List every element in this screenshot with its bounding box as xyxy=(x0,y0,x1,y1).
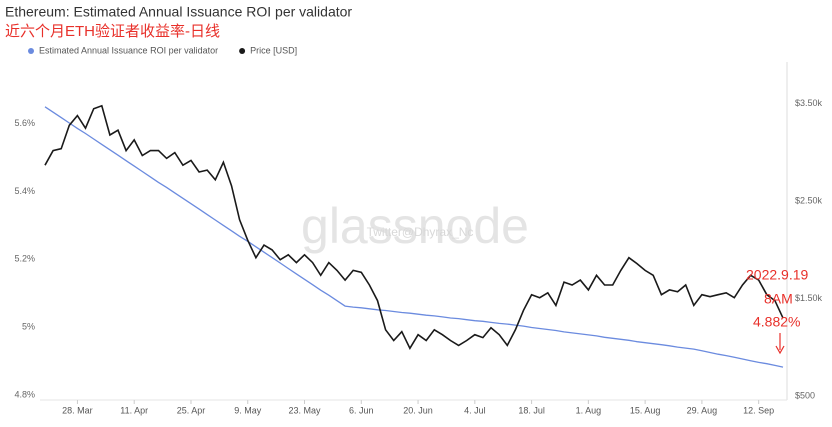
x-tick-label: 29. Aug xyxy=(687,405,718,415)
x-tick-label: 28. Mar xyxy=(62,405,93,415)
annotation: 4.882% xyxy=(753,314,800,330)
y-tick-label: 4.8% xyxy=(14,389,35,399)
y-tick-label: 5.2% xyxy=(14,254,35,264)
x-tick-label: 12. Sep xyxy=(743,405,774,415)
y-tick-label: 5.4% xyxy=(14,186,35,196)
x-tick-label: 4. Jul xyxy=(464,405,486,415)
legend-label: Price [USD] xyxy=(250,45,297,55)
x-tick-label: 20. Jun xyxy=(403,405,433,415)
annotation: 2022.9.19 xyxy=(746,267,808,283)
annotation-arrowhead xyxy=(775,345,785,355)
y2-tick-label: $2.50k xyxy=(795,196,823,206)
watermark-handle: Twitter@Dhyrax_Nc xyxy=(367,225,474,239)
y2-tick-label: $500 xyxy=(795,390,815,400)
x-tick-label: 11. Apr xyxy=(120,405,148,415)
chart-title: Ethereum: Estimated Annual Issuance ROI … xyxy=(5,4,352,20)
y-tick-label: 5.6% xyxy=(14,118,35,128)
watermark: glassnode xyxy=(301,198,529,254)
legend-marker xyxy=(239,48,246,54)
y2-tick-label: $1.50k xyxy=(795,293,823,303)
y2-tick-label: $3.50k xyxy=(795,98,823,108)
series-line xyxy=(44,106,784,368)
y-tick-label: 5% xyxy=(22,321,35,331)
x-tick-label: 15. Aug xyxy=(630,405,661,415)
annotation: 8AM xyxy=(764,291,793,307)
x-tick-label: 9. May xyxy=(234,405,262,415)
series-line xyxy=(44,104,784,350)
x-tick-label: 23. May xyxy=(289,405,322,415)
legend-label: Estimated Annual Issuance ROI per valida… xyxy=(39,45,218,55)
x-tick-label: 18. Jul xyxy=(518,405,545,415)
legend-marker xyxy=(28,48,34,54)
chart-subtitle: 近六个月ETH验证者收益率-日线 xyxy=(5,23,220,40)
x-tick-label: 25. Apr xyxy=(177,405,206,415)
x-tick-label: 6. Jun xyxy=(349,405,374,415)
x-tick-label: 1. Aug xyxy=(576,405,602,415)
